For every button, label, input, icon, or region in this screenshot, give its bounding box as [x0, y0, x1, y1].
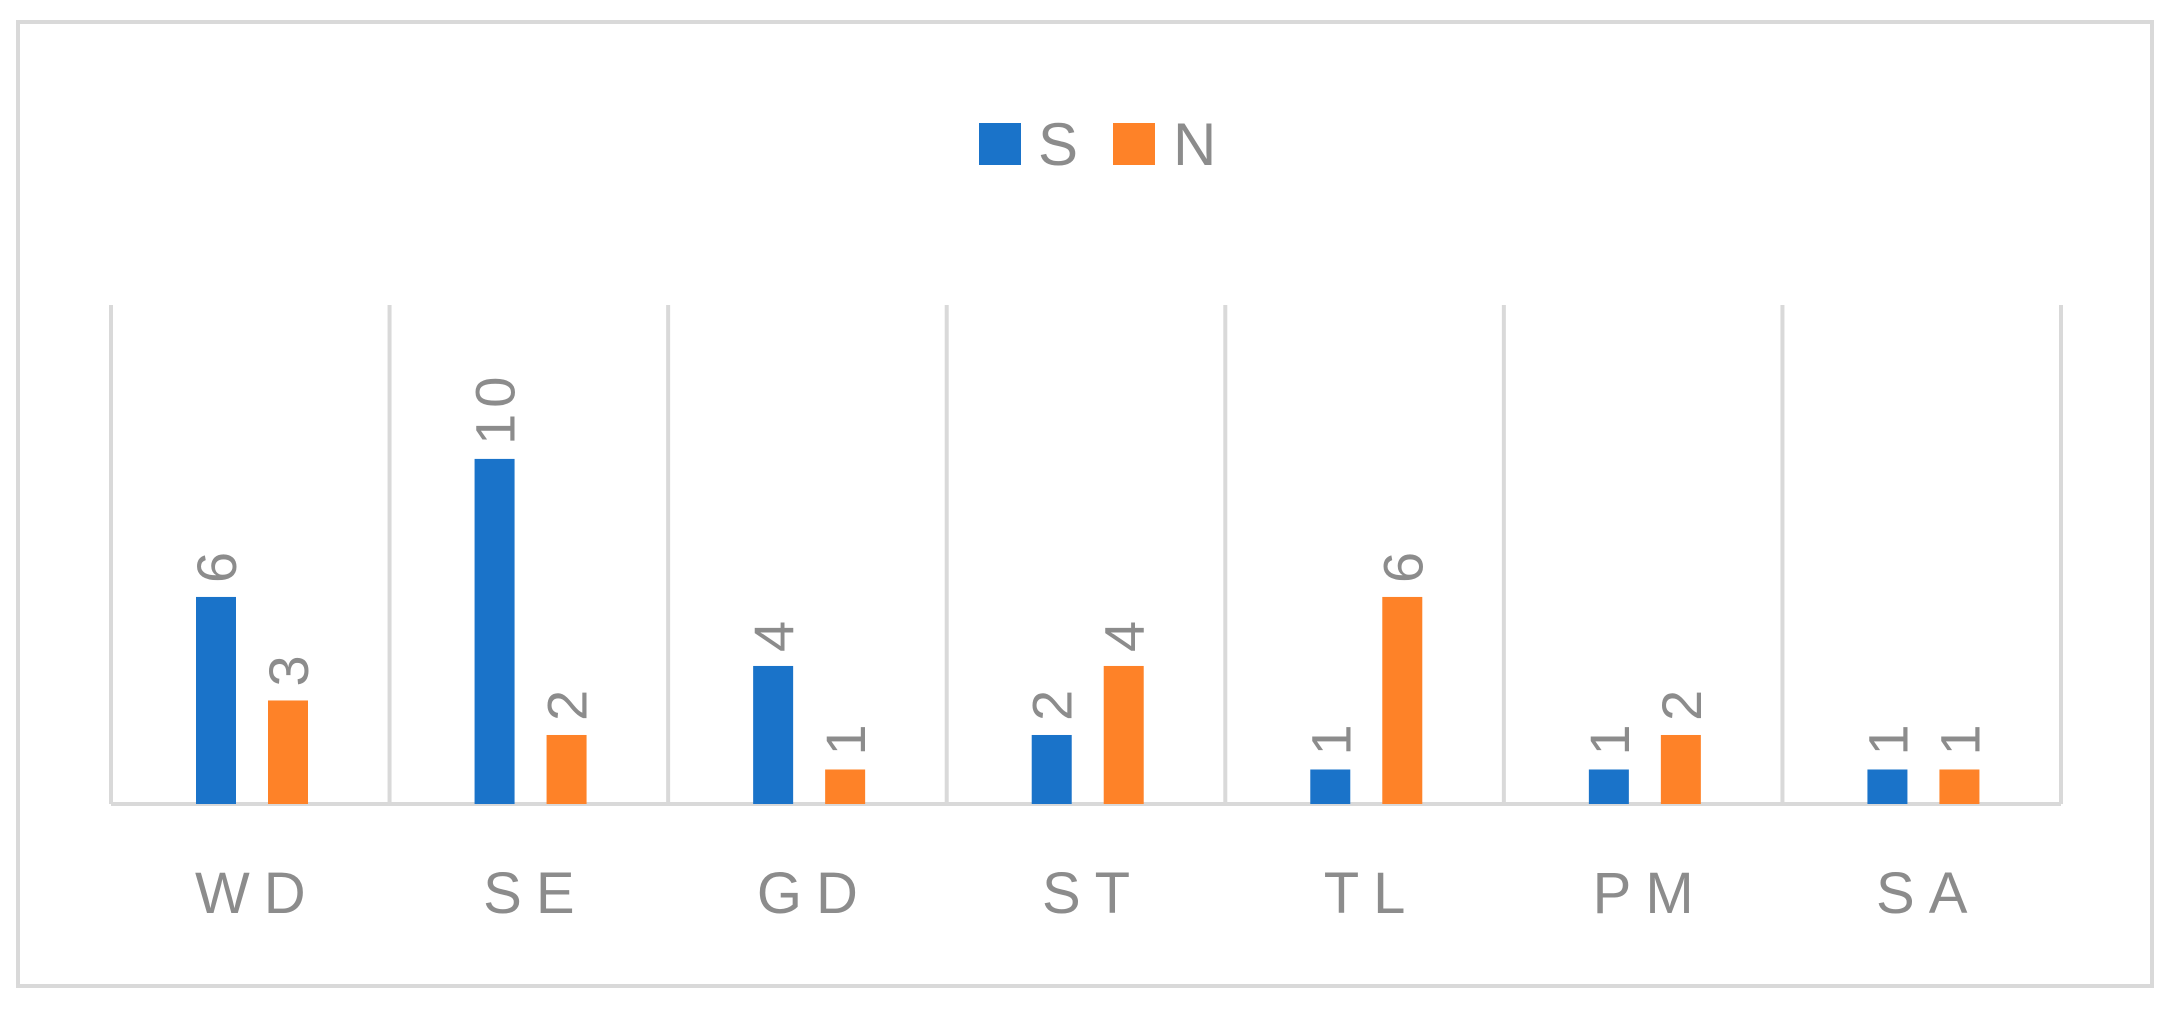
gridlines	[109, 305, 2063, 806]
bar-s-se	[474, 458, 515, 804]
data-label-s-wd: 6	[185, 546, 248, 583]
data-label-s-st: 2	[1021, 684, 1084, 721]
bar-s-wd	[196, 596, 236, 804]
data-label-n-gd: 1	[814, 718, 877, 755]
data-label-n-pm: 2	[1650, 684, 1713, 721]
bar-s-sa	[1867, 769, 1908, 804]
bar-n-gd	[825, 769, 866, 804]
legend-swatch-n	[1113, 123, 1155, 165]
bar-n-se	[546, 734, 587, 804]
data-label-n-se: 2	[536, 684, 599, 721]
category-label-pm: PM	[1593, 861, 1708, 926]
data-label-n-sa: 1	[1928, 718, 1991, 755]
data-label-n-tl: 6	[1371, 546, 1434, 583]
legend-label-s: S	[1038, 111, 1078, 178]
bar-n-tl	[1382, 596, 1423, 804]
chart-border	[16, 20, 2154, 988]
legend-label-n: N	[1173, 111, 1216, 178]
data-label-s-sa: 1	[1856, 718, 1919, 755]
bar-s-st	[1031, 734, 1072, 804]
data-label-s-tl: 1	[1299, 718, 1362, 755]
category-label-se: SE	[483, 861, 588, 926]
data-label-n-st: 4	[1093, 615, 1156, 652]
legend: S N	[979, 111, 1216, 178]
bar-s-pm	[1588, 769, 1629, 804]
bar-s-tl	[1310, 769, 1351, 804]
category-label-tl: TL	[1324, 861, 1420, 926]
bar-n-st	[1103, 665, 1144, 804]
category-label-gd: GD	[757, 861, 872, 926]
category-label-wd: WD	[195, 861, 320, 926]
bar-s-gd	[753, 665, 794, 804]
data-label-s-se: 10	[464, 371, 527, 445]
data-label-s-pm: 1	[1578, 718, 1641, 755]
bar-n-sa	[1939, 769, 1980, 804]
data-label-s-gd: 4	[742, 615, 805, 652]
legend-swatch-s	[979, 123, 1021, 165]
category-label-sa: SA	[1876, 861, 1981, 926]
data-label-n-wd: 3	[257, 649, 320, 686]
bar-n-wd	[268, 700, 308, 804]
category-axis-labels: WD SE GD ST TL PM SA	[195, 861, 1981, 926]
bar-n-pm	[1660, 734, 1701, 804]
bars	[196, 458, 1980, 804]
category-label-st: ST	[1042, 861, 1144, 926]
